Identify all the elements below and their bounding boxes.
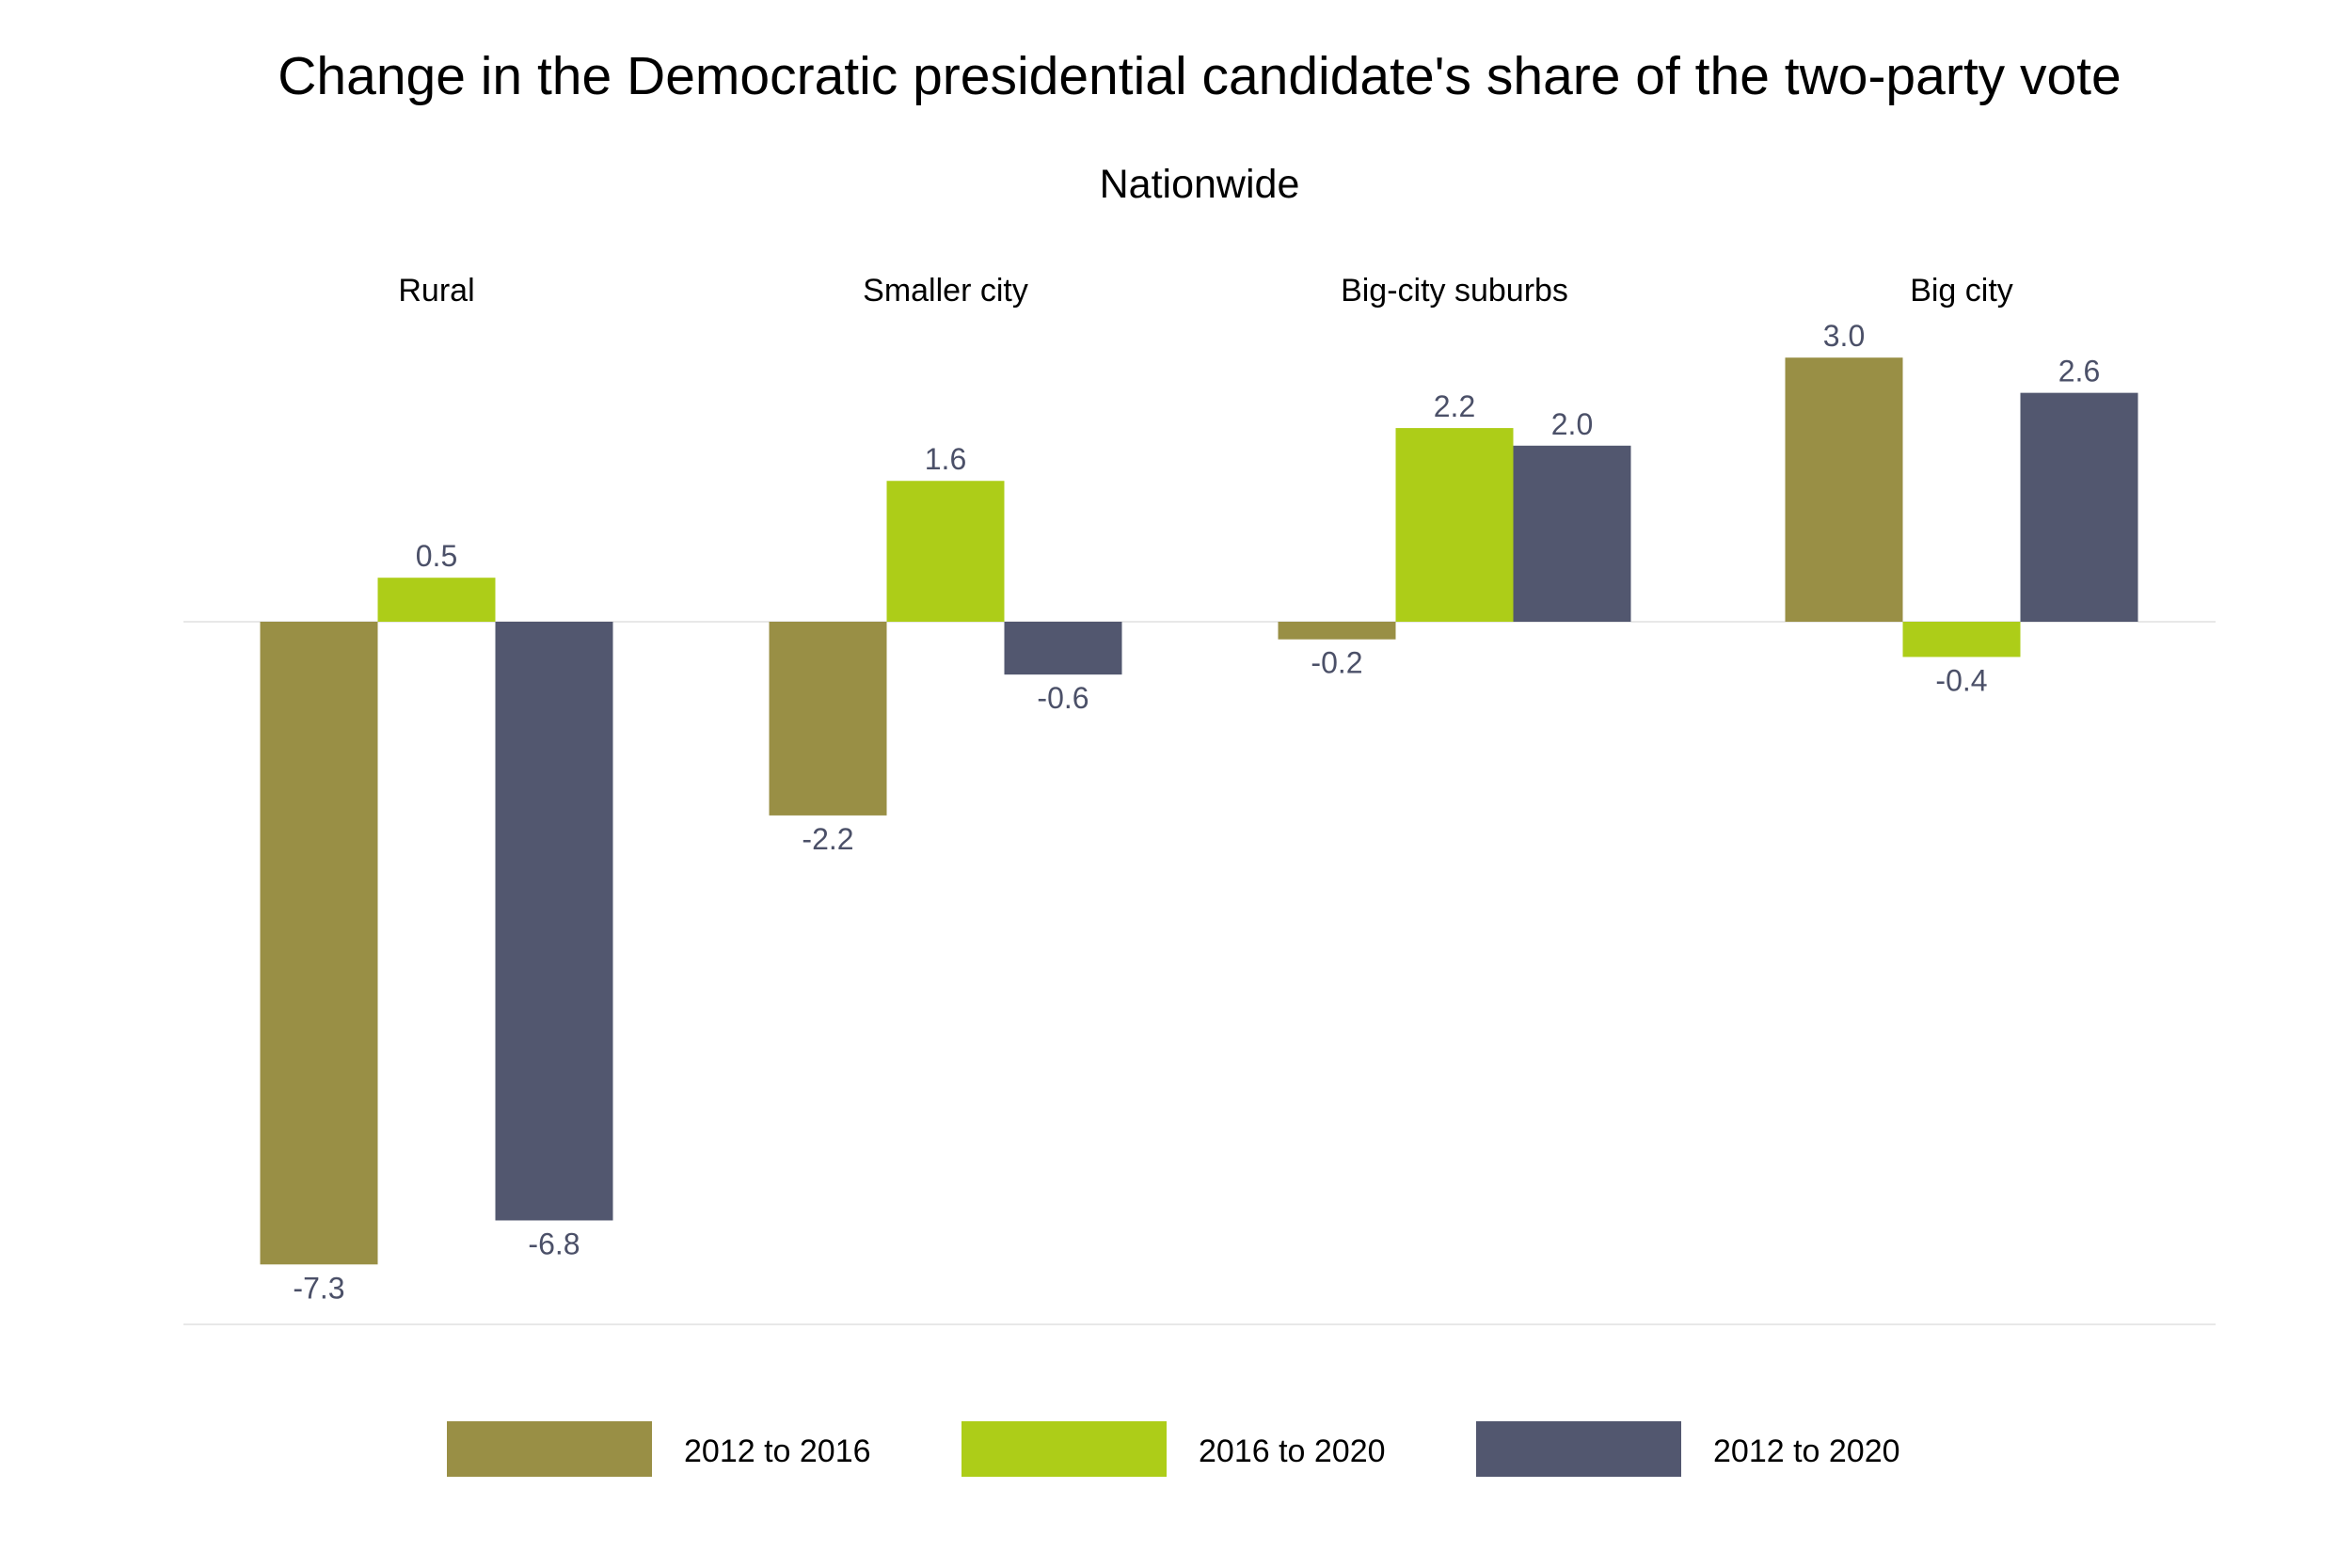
facet-label: Big city [1910,273,2013,309]
legend-label: 2012 to 2016 [684,1433,871,1469]
facet-label: Rural [398,273,474,309]
bar [260,622,378,1265]
data-label: -0.4 [1935,663,1987,697]
legend: 2012 to 2016 2016 to 2020 2012 to 2020 [447,1421,1900,1477]
bar [886,481,1005,622]
data-label: -0.2 [1311,646,1362,680]
data-label: 3.0 [1823,319,1865,353]
data-label: -0.6 [1037,681,1089,715]
facet-label: Smaller city [863,273,1028,309]
data-label: -7.3 [293,1271,344,1305]
legend-swatch [447,1421,652,1477]
bar [2020,392,2138,622]
legend-swatch [1476,1421,1681,1477]
bar [495,622,613,1221]
data-label: 2.2 [1434,389,1475,423]
bar [1004,622,1122,675]
data-label: 2.0 [1551,407,1593,441]
bar [1902,622,2021,657]
data-label: -2.2 [802,822,853,856]
legend-swatch [961,1421,1167,1477]
bar [769,622,887,816]
data-label: -6.8 [528,1227,580,1260]
data-label: 2.6 [2058,355,2100,388]
facet-label: Big-city suburbs [1341,273,1568,309]
bar [377,578,496,622]
bar [1395,428,1514,622]
data-label: 1.6 [925,442,966,476]
bar [1513,445,1631,622]
legend-label: 2016 to 2020 [1199,1433,1386,1469]
chart-title: Change in the Democratic presidential ca… [278,46,2121,106]
chart-subtitle: Nationwide [1100,162,1300,207]
legend-label: 2012 to 2020 [1713,1433,1900,1469]
data-label: 0.5 [416,539,457,573]
bar [1278,622,1396,640]
bar [1785,357,1903,622]
